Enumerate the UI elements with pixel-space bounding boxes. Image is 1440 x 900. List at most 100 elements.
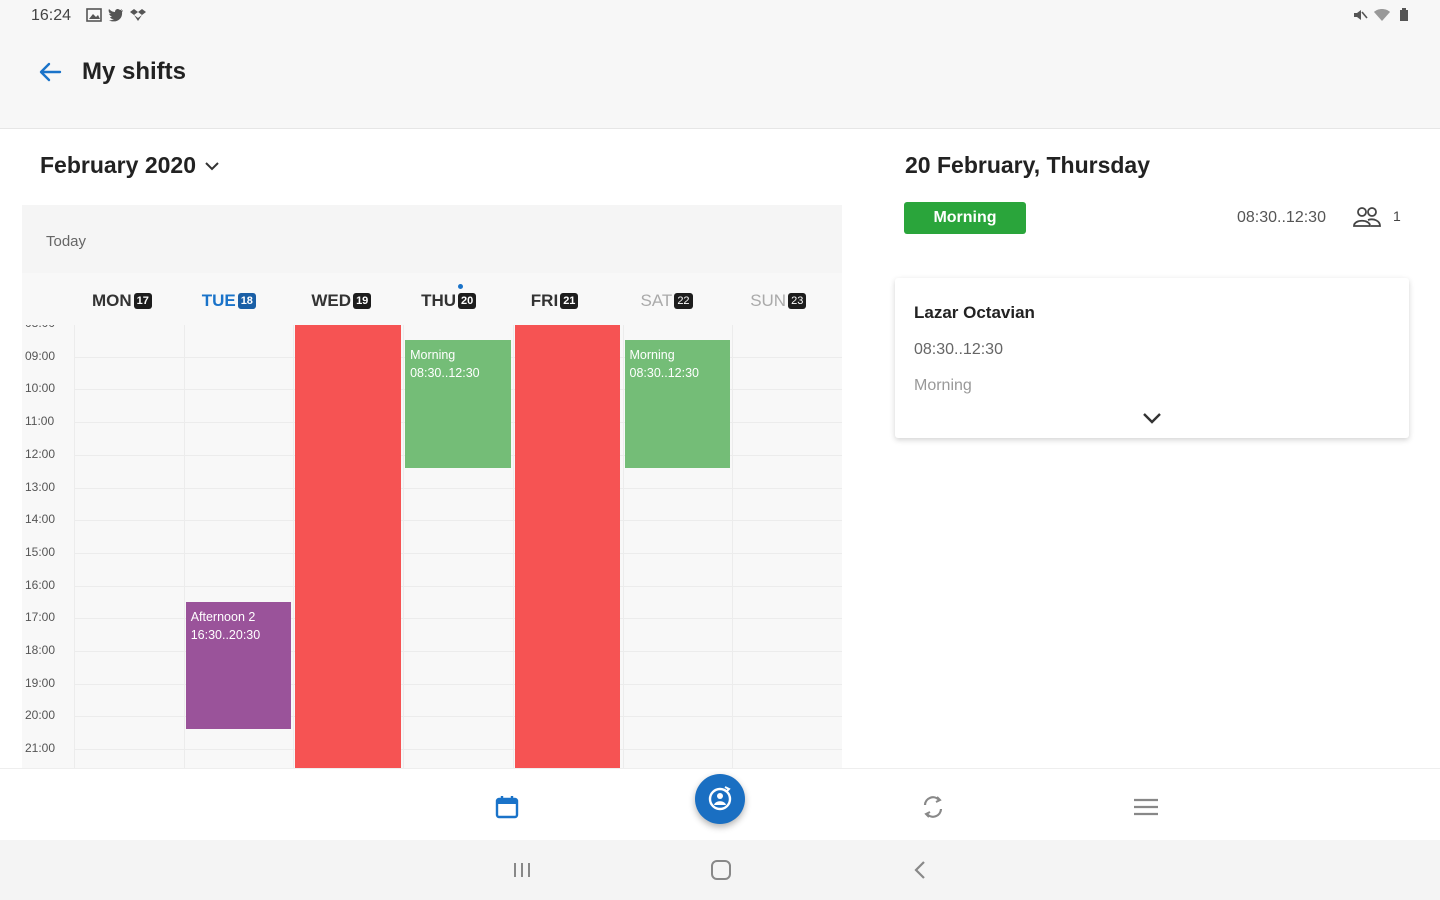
time-label: 16:00 — [25, 577, 56, 592]
status-time: 16:24 — [31, 7, 72, 24]
time-label: 08:00 — [25, 325, 55, 330]
day-header-sat[interactable]: SAT 22 — [641, 291, 693, 311]
shift-event[interactable]: Afternoon 2 16:30..20:30 — [185, 601, 292, 730]
people-icon — [1353, 207, 1381, 227]
time-label: 14:00 — [25, 512, 56, 527]
day-name: TUE — [201, 291, 236, 310]
day-header-thu[interactable]: THU 20 — [421, 291, 477, 311]
home-button[interactable] — [707, 858, 735, 882]
day-header-fri[interactable]: FRI 21 — [531, 291, 579, 311]
system-nav — [0, 840, 1440, 900]
event-title: Morning — [410, 348, 456, 363]
day-column[interactable] — [74, 325, 183, 768]
event-time: 08:30..12:30 — [629, 366, 700, 381]
day-number: 21 — [560, 293, 579, 309]
hour-gridline — [74, 683, 842, 685]
day-number: 19 — [353, 293, 372, 309]
day-column[interactable] — [622, 325, 732, 768]
mute-icon — [1354, 10, 1368, 20]
app-header: My shifts — [0, 32, 1440, 129]
day-header-wed[interactable]: WED 19 — [311, 291, 372, 311]
time-label: 11:00 — [25, 414, 55, 429]
detail-date: 20 February, Thursday — [905, 152, 1150, 178]
hour-gridline — [74, 716, 842, 718]
recents-icon — [514, 863, 530, 877]
status-right-icons — [1352, 8, 1412, 22]
day-number: 18 — [237, 293, 256, 309]
day-number: 17 — [133, 293, 152, 309]
day-number: 20 — [458, 293, 477, 309]
chevron-down-icon[interactable] — [1139, 409, 1165, 427]
status-bar: 16:24 — [0, 0, 1440, 32]
today-button[interactable]: Today — [46, 233, 87, 250]
event-time: 08:30..12:30 — [410, 366, 480, 381]
calendar-nav-button[interactable] — [487, 787, 527, 827]
wifi-icon — [1374, 9, 1390, 21]
day-name: SAT — [640, 291, 673, 310]
day-name: FRI — [530, 291, 559, 310]
day-header-mon[interactable]: MON 17 — [92, 291, 152, 311]
switch-nav-button[interactable] — [913, 787, 953, 827]
month-label: February 2020 — [40, 152, 196, 178]
calendar-icon — [495, 796, 519, 819]
day-number: 23 — [788, 293, 807, 309]
person-name: Lazar Octavian — [914, 303, 1035, 322]
day-name: THU — [421, 291, 457, 310]
shift-time: 08:30..12:30 — [1237, 209, 1326, 226]
page-title: My shifts — [82, 58, 187, 85]
day-column[interactable] — [732, 325, 841, 768]
time-label: 15:00 — [25, 544, 56, 559]
day-header-row: MON 17 TUE 18 WED 19 THU 20 FRI 21 SAT 22 SUN 23 — [22, 277, 842, 325]
day-column[interactable] — [293, 325, 402, 768]
hour-gridline — [74, 651, 842, 652]
people-count: 1 — [1393, 208, 1401, 224]
person-shift-name: Morning — [914, 377, 972, 394]
hour-gridline — [74, 552, 842, 554]
hour-gridline — [74, 618, 842, 620]
back-button[interactable] — [906, 858, 934, 882]
clock-in-fab[interactable] — [695, 774, 745, 824]
month-selector[interactable]: February 2020 — [40, 152, 220, 179]
shift-event[interactable] — [295, 325, 402, 768]
clock-person-icon — [708, 786, 732, 811]
hour-gridline — [74, 585, 842, 587]
day-column[interactable] — [403, 325, 512, 768]
day-header-tue[interactable]: TUE 18 — [202, 291, 256, 311]
day-name: SUN — [750, 291, 787, 310]
day-column[interactable] — [512, 325, 622, 768]
hour-gridline — [74, 487, 842, 489]
time-label: 19:00 — [25, 675, 56, 690]
gallery-icon — [86, 8, 102, 22]
time-label: 13:00 — [25, 479, 56, 494]
recents-button[interactable] — [508, 858, 536, 882]
menu-icon — [1134, 798, 1158, 816]
day-column[interactable] — [183, 325, 293, 768]
shift-event[interactable] — [514, 325, 621, 768]
calendar-grid[interactable]: 08:00 09:00 10:00 11:00 12:00 13:00 14:00 15:00… — [22, 325, 842, 768]
day-number: 22 — [674, 293, 693, 309]
chevron-down-icon — [205, 161, 219, 170]
menu-nav-button[interactable] — [1126, 787, 1166, 827]
shift-event[interactable]: Morning 08:30..12:30 — [624, 340, 731, 468]
person-shift-time: 08:30..12:30 — [914, 341, 1003, 358]
battery-icon — [1400, 8, 1408, 21]
dropbox-icon — [130, 9, 146, 21]
day-name: MON — [92, 291, 132, 310]
day-name: WED — [311, 291, 352, 310]
arrow-left-icon[interactable] — [36, 58, 68, 86]
day-header-sun[interactable]: SUN 23 — [750, 291, 807, 311]
back-icon — [914, 861, 925, 879]
event-title: Afternoon 2 — [190, 609, 256, 624]
time-label: 12:00 — [25, 446, 56, 461]
shift-chip[interactable]: Morning — [904, 202, 1026, 234]
person-card[interactable]: Lazar Octavian 08:30..12:30 Morning — [895, 278, 1409, 438]
time-column: 08:00 09:00 10:00 11:00 12:00 13:00 14:00 15:00… — [22, 325, 74, 768]
time-label: 18:00 — [25, 643, 56, 657]
time-label: 09:00 — [25, 348, 56, 363]
week-calendar: Today MON 17 TUE 18 WED 19 THU 20 FRI 21 SAT 22 SUN 2… — [22, 205, 842, 768]
event-title: Morning — [629, 348, 675, 363]
time-label: 21:00 — [25, 741, 56, 756]
shift-event[interactable]: Morning 08:30..12:30 — [405, 340, 511, 468]
switch-icon — [923, 796, 943, 818]
hour-gridline — [74, 749, 842, 751]
